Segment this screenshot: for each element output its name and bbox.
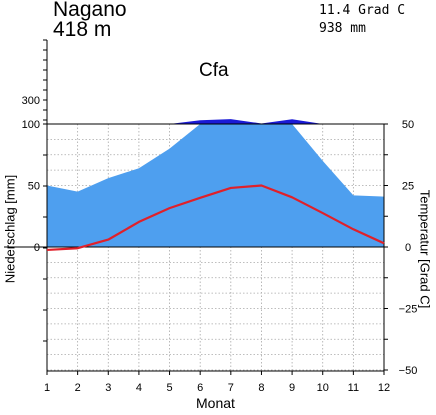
month-tick-label: 1 xyxy=(44,382,50,394)
temp-tick-label: −25 xyxy=(399,304,418,316)
x-axis-label: Monat xyxy=(196,395,235,411)
y-axis-label-right: Temperatur [Grad C] xyxy=(417,189,433,309)
annual-temperature: 11.4 Grad C xyxy=(319,3,406,18)
temp-tick-label: 25 xyxy=(402,181,414,193)
month-tick-label: 3 xyxy=(105,382,111,394)
axes xyxy=(4,39,388,375)
month-tick-label: 6 xyxy=(197,382,203,394)
month-tick-label: 5 xyxy=(166,382,172,394)
temp-tick-label: −50 xyxy=(399,365,418,377)
station-name: Nagano xyxy=(53,0,127,21)
precipitation-area xyxy=(47,124,384,247)
annual-precipitation: 938 mm xyxy=(319,21,366,36)
climate-class: Cfa xyxy=(199,60,229,81)
month-tick-label: 8 xyxy=(258,382,264,394)
station-elevation: 418 m xyxy=(53,18,112,41)
precip-tick-label: 100 xyxy=(22,119,40,131)
y-axis-label-left: Niederschlag [mm] xyxy=(2,174,18,284)
month-tick-label: 11 xyxy=(348,382,359,394)
temp-tick-label: 50 xyxy=(402,119,414,131)
temperature-line xyxy=(46,184,385,252)
precip-tick-label: 300 xyxy=(22,95,40,107)
month-tick-label: 12 xyxy=(378,382,390,394)
month-tick-label: 4 xyxy=(136,382,142,394)
precipitation-excess-area xyxy=(47,119,384,124)
temp-tick-label: 0 xyxy=(405,242,411,254)
month-tick-label: 10 xyxy=(317,382,329,394)
month-tick-label: 7 xyxy=(228,382,234,394)
precip-tick-label: 50 xyxy=(28,181,40,193)
month-tick-label: 9 xyxy=(289,382,295,394)
precip-tick-label: 0 xyxy=(34,242,40,254)
month-tick-label: 2 xyxy=(75,382,81,394)
